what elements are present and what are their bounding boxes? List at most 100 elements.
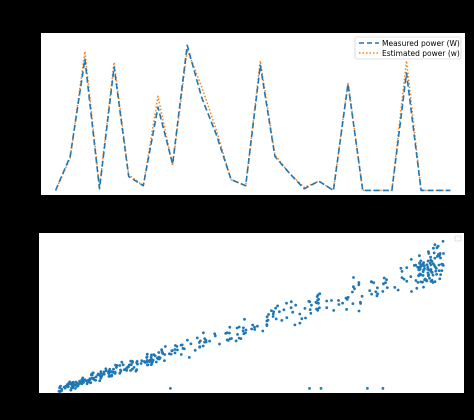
scatter-point <box>414 279 418 282</box>
scatter-point <box>330 299 333 302</box>
scatter-point <box>357 283 361 287</box>
scatter-point <box>435 272 438 276</box>
scatter-point <box>154 360 158 364</box>
scatter-point <box>368 289 372 292</box>
scatter-point <box>400 270 404 273</box>
scatter-point <box>357 281 361 284</box>
scatter-point <box>431 281 435 284</box>
scatter-point <box>202 331 205 335</box>
scatter-point <box>317 301 320 305</box>
scatter-point <box>318 306 321 310</box>
line-chart-series-layer <box>54 44 451 192</box>
scatter-point <box>193 348 197 352</box>
scatter-point <box>426 274 430 278</box>
scatter-point <box>230 337 233 340</box>
scatter-point <box>360 294 364 298</box>
legend-label-estimated: Estimated power (w) <box>382 49 460 58</box>
scatter-point <box>119 369 123 373</box>
scatter-point <box>351 290 354 294</box>
scatter-point <box>434 269 438 273</box>
scatter-point <box>437 269 441 272</box>
scatter-point <box>419 280 423 284</box>
scatter-point <box>272 310 275 314</box>
scatter-point <box>285 301 288 305</box>
scatter-point <box>186 338 189 342</box>
scatter-point <box>90 372 94 376</box>
scatter-point <box>325 299 329 303</box>
scatter-point <box>224 332 228 335</box>
scatter-point <box>115 366 118 369</box>
scatter-point <box>341 301 344 305</box>
scatter-point <box>118 364 122 367</box>
scatter-point <box>422 285 425 289</box>
scatter-point <box>315 307 319 311</box>
scatter-point <box>145 355 149 359</box>
scatter-point <box>173 348 177 351</box>
scatter-point <box>104 369 108 373</box>
scatter-point <box>374 290 378 294</box>
line-chart-legend: Measured power (W) Estimated power (w) <box>354 36 462 60</box>
scatter-point <box>438 252 442 255</box>
scatter-point <box>352 276 355 279</box>
scatter-point <box>426 268 429 271</box>
scatter-point <box>57 389 61 393</box>
line-chart-panel: Measured power (W) Estimated power (w) <box>41 33 465 195</box>
scatter-point <box>151 358 155 362</box>
scatter-point <box>157 351 161 354</box>
scatter-point <box>409 275 413 278</box>
scatter-point <box>421 270 425 273</box>
scatter-point <box>352 285 355 289</box>
scatter-point <box>125 369 129 372</box>
scatter-point <box>357 309 361 313</box>
scatter-point <box>160 350 164 353</box>
scatter-point <box>170 349 174 353</box>
scatter-point <box>359 300 362 304</box>
scatter-point <box>85 382 89 386</box>
scatter-outlier-point <box>366 387 369 390</box>
scatter-point <box>107 375 111 378</box>
scatter-outlier-point <box>319 387 323 390</box>
scatter-point <box>433 243 437 247</box>
scatter-point <box>282 308 286 312</box>
scatter-point <box>351 302 355 305</box>
scatter-point <box>236 333 239 336</box>
scatter-point <box>256 324 259 328</box>
scatter-point <box>174 344 177 347</box>
scatter-point <box>114 363 117 367</box>
scatter-point <box>428 276 431 280</box>
scatter-point <box>81 376 85 380</box>
scatter-point <box>99 370 103 373</box>
scatter-point <box>243 317 246 321</box>
scatter-point <box>304 316 307 320</box>
scatter-point <box>382 276 386 280</box>
scatter-point <box>430 259 434 263</box>
scatter-outlier-point <box>169 387 172 390</box>
scatter-point <box>120 360 124 364</box>
scatter-point <box>228 325 232 329</box>
scatter-point <box>261 329 265 333</box>
scatter-point <box>385 286 389 289</box>
scatter-point <box>442 252 445 255</box>
scatter-point <box>76 384 80 388</box>
scatter-point <box>433 256 437 260</box>
scatter-point <box>146 363 150 367</box>
scatter-point <box>157 355 161 359</box>
scatter-point <box>94 375 98 379</box>
scatter-point <box>372 281 376 285</box>
scatter-point <box>425 263 429 267</box>
scatter-point <box>108 367 112 371</box>
scatter-point <box>148 358 152 362</box>
scatter-outlier-point <box>308 387 311 390</box>
scatter-point <box>298 321 302 325</box>
scatter-point <box>416 281 420 284</box>
scatter-point <box>370 292 373 296</box>
scatter-point <box>289 300 293 304</box>
scatter-point <box>438 277 442 281</box>
scatter-point <box>179 343 183 347</box>
scatter-point <box>253 325 256 329</box>
scatter-point <box>66 383 69 386</box>
scatter-point <box>234 339 238 343</box>
scatter-chart-plot-area <box>39 233 464 393</box>
scatter-point <box>182 347 186 351</box>
scatter-point <box>421 274 425 277</box>
